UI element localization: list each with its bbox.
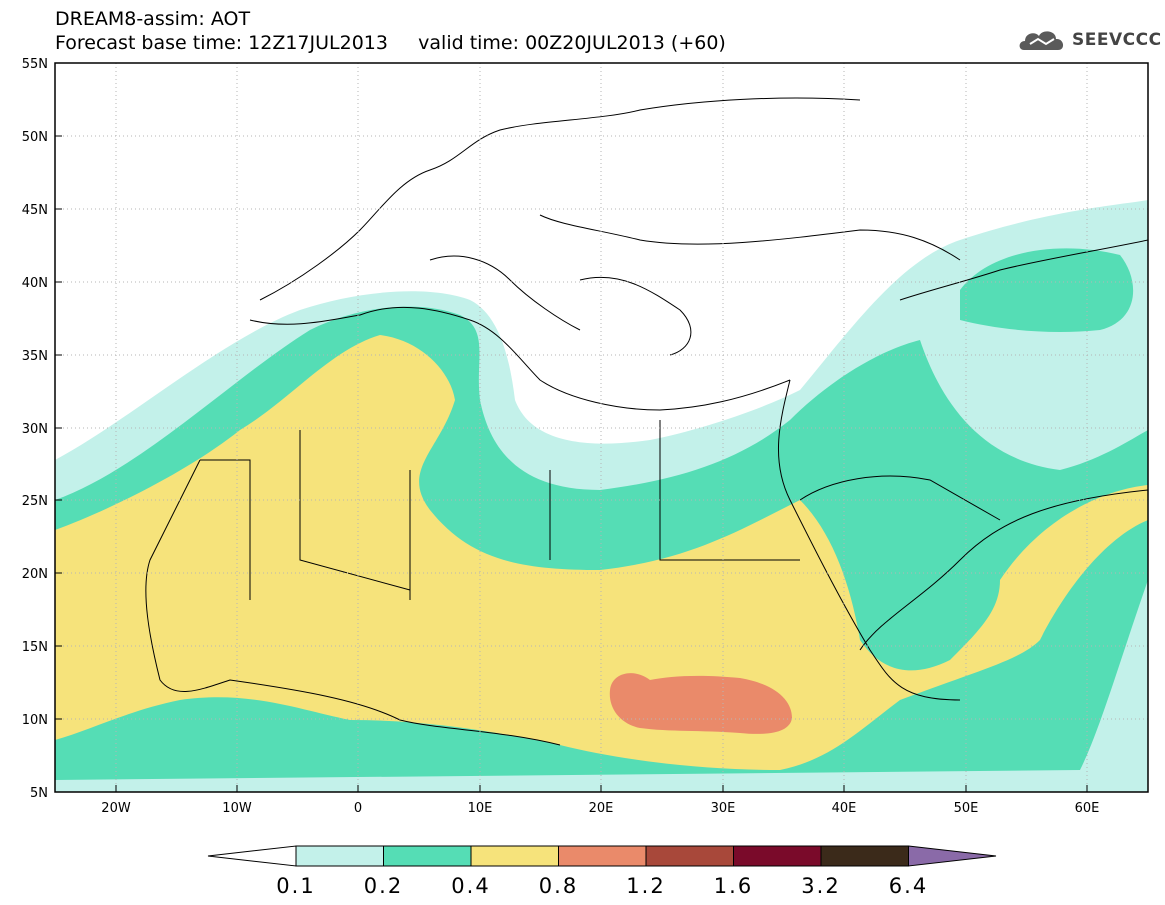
lat-label: 50N bbox=[22, 130, 48, 145]
lon-label: 20W bbox=[101, 801, 131, 816]
graticule bbox=[55, 63, 1148, 792]
colorbar-segment bbox=[645, 845, 734, 867]
colorbar-segment bbox=[470, 845, 559, 867]
colorbar-label: 3.2 bbox=[801, 874, 841, 898]
colorbar-label: 0.8 bbox=[538, 874, 579, 898]
map-title: DREAM8-assim: AOT bbox=[55, 8, 251, 30]
colorbar-label: 0.4 bbox=[451, 874, 491, 898]
lon-label: 10E bbox=[468, 801, 493, 816]
colorbar-label: 0.2 bbox=[363, 874, 404, 898]
cloud-icon bbox=[1019, 31, 1064, 50]
lon-label: 20E bbox=[589, 801, 614, 816]
colorbar-segment bbox=[558, 845, 647, 867]
lon-label: 50E bbox=[954, 801, 979, 816]
lat-label: 10N bbox=[22, 713, 48, 728]
lon-label: 60E bbox=[1075, 801, 1100, 816]
colorbar-segment bbox=[733, 845, 822, 867]
colorbar-segment bbox=[383, 845, 472, 867]
lat-label: 25N bbox=[22, 494, 48, 509]
lat-label: 35N bbox=[22, 349, 48, 364]
lon-label: 40E bbox=[832, 801, 857, 816]
colorbar-label: 6.4 bbox=[888, 874, 929, 898]
forecast-time-line: Forecast base time: 12Z17JUL2013 valid t… bbox=[55, 32, 726, 54]
lat-label: 40N bbox=[22, 276, 48, 291]
lat-label: 20N bbox=[22, 567, 48, 582]
lat-label: 45N bbox=[22, 203, 48, 218]
lat-label: 15N bbox=[22, 640, 48, 655]
lat-label: 5N bbox=[30, 786, 48, 801]
coastlines bbox=[145, 97, 1148, 746]
lon-label: 0 bbox=[354, 801, 362, 816]
lon-label: 30E bbox=[711, 801, 736, 816]
colorbar-label: 1.6 bbox=[713, 874, 754, 898]
logo-text: SEEVCCC bbox=[1072, 30, 1162, 50]
colorbar-label: 0.1 bbox=[276, 874, 316, 898]
colorbar-segment-below bbox=[207, 845, 297, 867]
aot-band-0.4 bbox=[55, 335, 1148, 770]
colorbar-segment bbox=[820, 845, 909, 867]
colorbar-segment bbox=[295, 845, 384, 867]
axis-ticks bbox=[55, 62, 1088, 793]
lat-label: 55N bbox=[22, 57, 48, 72]
latitude-labels: 55N 50N 45N 40N 35N 30N 25N 20N 15N 10N … bbox=[22, 57, 48, 801]
colorbar-segment-above bbox=[908, 845, 997, 867]
longitude-labels: 20W 10W 0 10E 20E 30E 40E 50E 60E bbox=[101, 801, 1099, 816]
lon-label: 10W bbox=[222, 801, 252, 816]
colorbar bbox=[207, 845, 997, 867]
colorbar-label: 1.2 bbox=[626, 874, 666, 898]
lat-label: 30N bbox=[22, 422, 48, 437]
seevccc-logo: SEEVCCC bbox=[1016, 24, 1161, 58]
